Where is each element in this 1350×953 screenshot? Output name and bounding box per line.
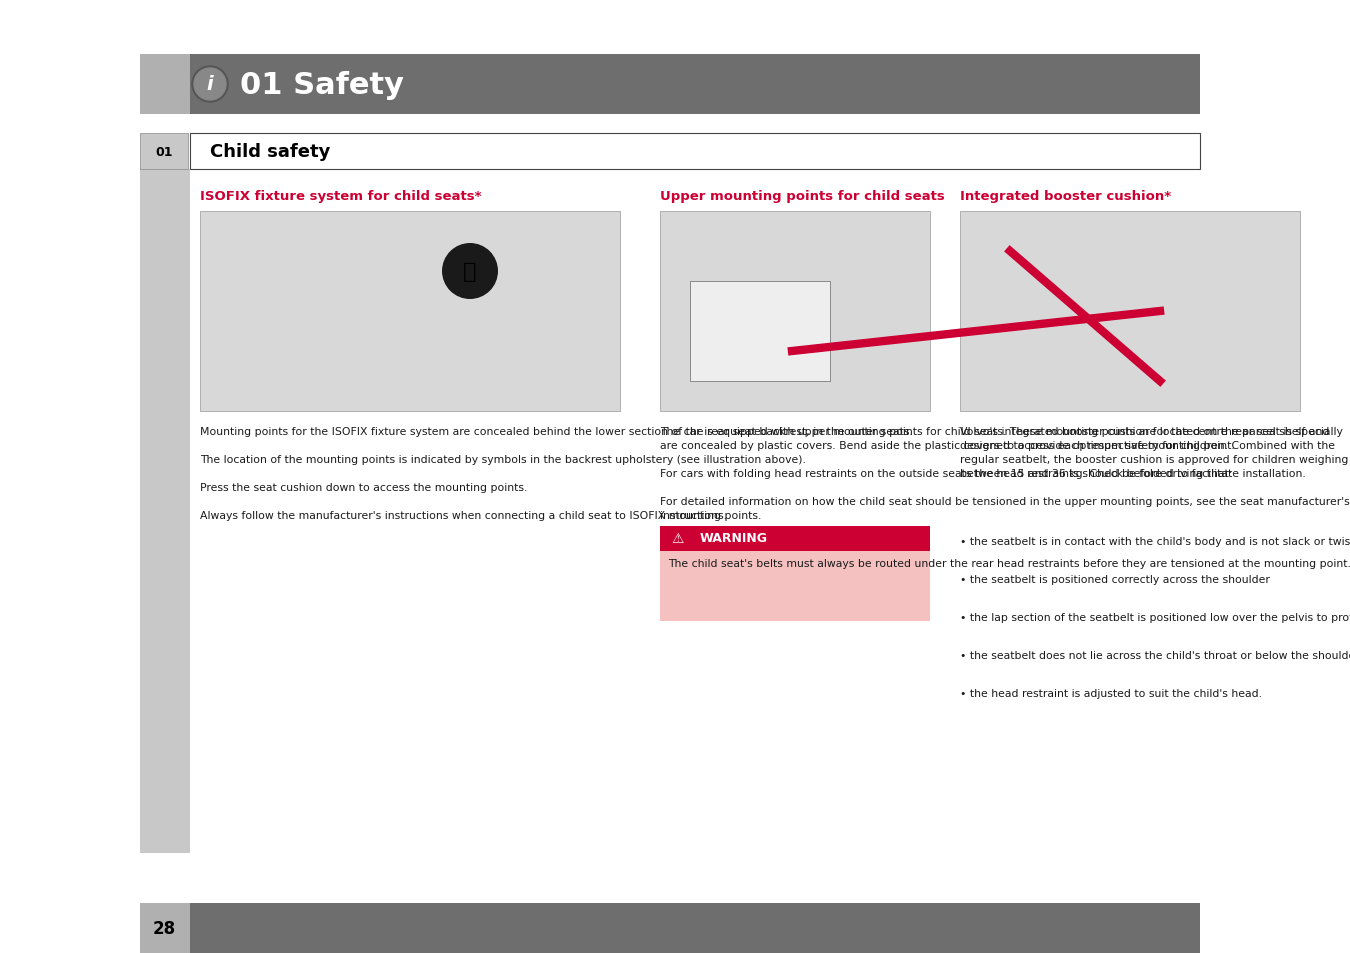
Text: • the seatbelt is in contact with the child's body and is not slack or twisted: • the seatbelt is in contact with the ch… (960, 537, 1350, 546)
Text: i: i (207, 75, 213, 94)
Text: 👶: 👶 (463, 262, 477, 282)
Text: 01 Safety: 01 Safety (240, 71, 404, 99)
Circle shape (441, 244, 498, 299)
Bar (190, 55, 1200, 115)
Bar (660, 212, 930, 412)
Text: Child safety: Child safety (211, 143, 331, 161)
Bar (200, 212, 620, 412)
Text: The car is equipped with upper mounting points for child seats. These mounting p: The car is equipped with upper mounting … (660, 427, 1350, 520)
Bar (190, 903, 1200, 953)
Text: Upper mounting points for child seats: Upper mounting points for child seats (660, 190, 945, 203)
Bar (660, 526, 930, 552)
Bar (190, 133, 1200, 170)
Bar (140, 133, 188, 170)
Text: Volvo's integrated booster cushion for the centre rear seat is specially designe: Volvo's integrated booster cushion for t… (960, 427, 1349, 478)
Text: • the lap section of the seatbelt is positioned low over the pelvis to provide o: • the lap section of the seatbelt is pos… (960, 613, 1350, 622)
Text: • the seatbelt is positioned correctly across the shoulder: • the seatbelt is positioned correctly a… (960, 575, 1270, 584)
Text: • the head restraint is adjusted to suit the child's head.: • the head restraint is adjusted to suit… (960, 688, 1262, 699)
Text: The child seat's belts must always be routed under the rear head restraints befo: The child seat's belts must always be ro… (668, 558, 1350, 568)
Text: 28: 28 (153, 919, 176, 937)
Bar (690, 282, 830, 381)
Text: • the seatbelt does not lie across the child's throat or below the shoulder: • the seatbelt does not lie across the c… (960, 650, 1350, 660)
Text: WARNING: WARNING (701, 532, 768, 545)
Circle shape (194, 69, 225, 101)
Text: ⚠: ⚠ (672, 532, 684, 545)
Bar (140, 55, 190, 115)
Text: 01: 01 (155, 146, 173, 158)
Bar (140, 170, 190, 853)
Bar (660, 552, 930, 621)
Bar (140, 903, 190, 953)
Bar (960, 212, 1300, 412)
Text: ISOFIX fixture system for child seats*: ISOFIX fixture system for child seats* (200, 190, 482, 203)
Circle shape (192, 67, 228, 103)
Text: Integrated booster cushion*: Integrated booster cushion* (960, 190, 1170, 203)
Text: Mounting points for the ISOFIX fixture system are concealed behind the lower sec: Mounting points for the ISOFIX fixture s… (200, 427, 913, 520)
